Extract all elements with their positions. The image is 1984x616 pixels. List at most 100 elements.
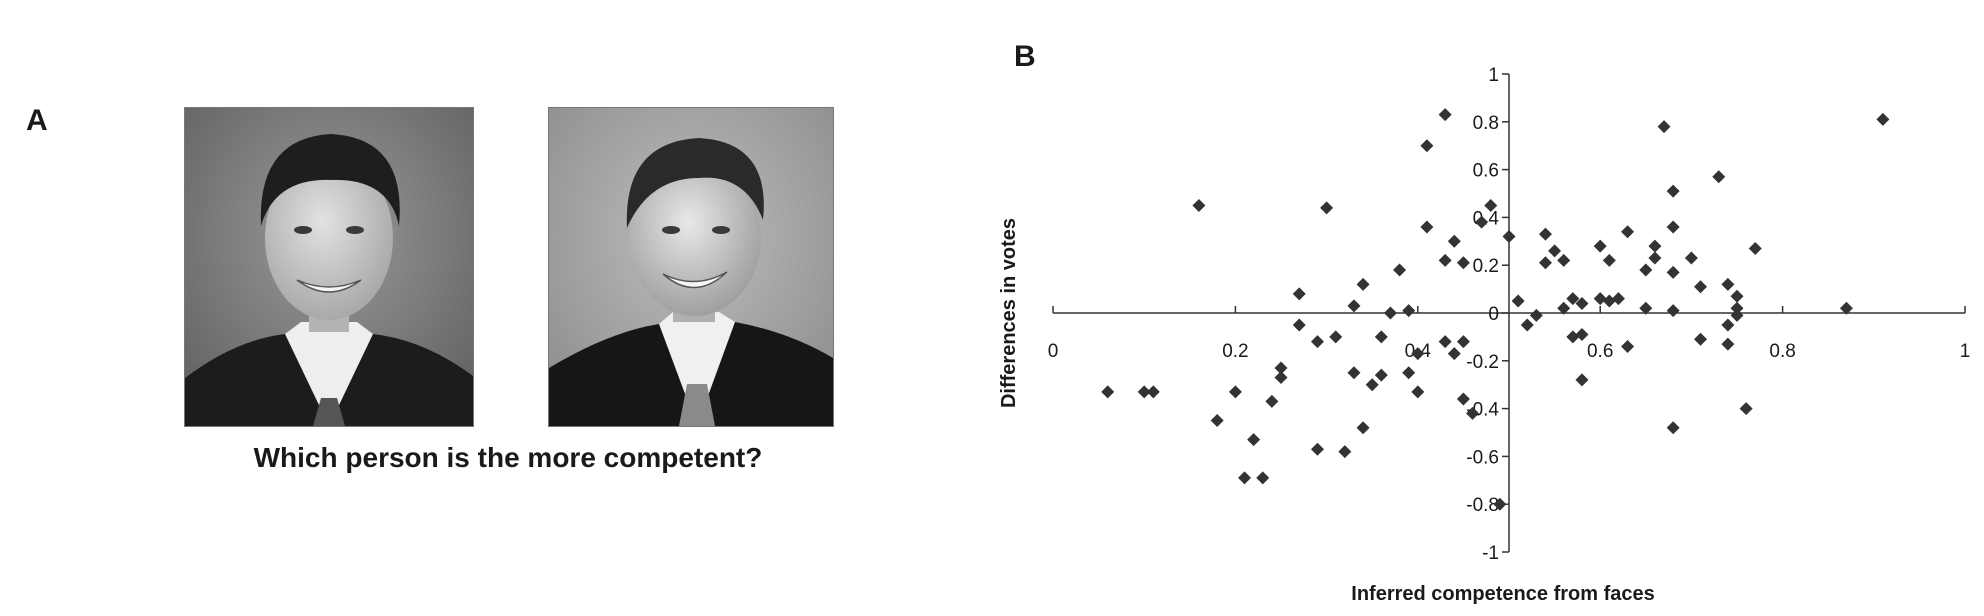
data-point (1529, 308, 1543, 322)
data-point (1310, 335, 1324, 349)
data-point (1347, 366, 1361, 380)
data-point (1310, 442, 1324, 456)
data-point (1639, 263, 1653, 277)
data-point (1493, 497, 1507, 511)
data-point (1520, 318, 1534, 332)
data-point (1365, 378, 1379, 392)
data-point (1839, 301, 1853, 315)
scatter-chart: 00.20.40.60.8110.80.60.40.20-0.2-0.4-0.6… (998, 65, 1971, 605)
data-point (1265, 394, 1279, 408)
data-point (1575, 373, 1589, 387)
data-point (1456, 335, 1470, 349)
data-point (1730, 308, 1744, 322)
data-point (1447, 347, 1461, 361)
data-point (1666, 184, 1680, 198)
data-point (1657, 120, 1671, 134)
data-point (1475, 215, 1489, 229)
data-point (1593, 239, 1607, 253)
data-point (1621, 225, 1635, 239)
data-point (1411, 385, 1425, 399)
data-point (1511, 294, 1525, 308)
data-point (1447, 234, 1461, 248)
data-point (1256, 471, 1270, 485)
data-point (1712, 170, 1726, 184)
data-point (1274, 371, 1288, 385)
data-point (1557, 301, 1571, 315)
x-axis-label: Inferred competence from faces (1351, 583, 1654, 605)
data-point (1548, 244, 1562, 258)
panel-b-label: B (1014, 40, 1036, 73)
data-point (1721, 318, 1735, 332)
y-tick-label: 0.4 (1473, 208, 1500, 229)
data-point (1329, 330, 1343, 344)
data-point (1438, 253, 1452, 267)
x-tick-label: 0.8 (1769, 341, 1795, 362)
data-point (1730, 289, 1744, 303)
data-point (1374, 368, 1388, 382)
data-point (1247, 433, 1261, 447)
data-point (1575, 296, 1589, 310)
y-tick-label: 0.2 (1473, 256, 1499, 277)
y-tick-label: -0.8 (1466, 495, 1499, 516)
data-point (1575, 328, 1589, 342)
data-point (1639, 301, 1653, 315)
data-point (1402, 304, 1416, 318)
data-point (1338, 445, 1352, 459)
data-point (1356, 421, 1370, 435)
data-point (1721, 337, 1735, 351)
data-point (1538, 227, 1552, 241)
data-point (1146, 385, 1160, 399)
data-point (1602, 294, 1616, 308)
x-tick-label: 0 (1048, 341, 1059, 362)
data-point (1566, 292, 1580, 306)
y-tick-label: 0 (1488, 304, 1499, 325)
data-point (1602, 253, 1616, 267)
y-tick-label: -0.6 (1466, 447, 1499, 468)
data-point (1666, 304, 1680, 318)
data-point (1721, 277, 1735, 291)
data-point (1502, 230, 1516, 244)
data-point (1228, 385, 1242, 399)
data-point (1411, 347, 1425, 361)
data-point (1694, 332, 1708, 346)
data-point (1566, 330, 1580, 344)
data-point (1456, 256, 1470, 270)
y-tick-label: 1 (1488, 65, 1499, 86)
data-point (1402, 366, 1416, 380)
data-point (1621, 339, 1635, 353)
data-point (1420, 220, 1434, 234)
data-point (1538, 256, 1552, 270)
data-point (1192, 198, 1206, 212)
axes (1052, 73, 1966, 553)
data-point (1292, 318, 1306, 332)
data-point (1438, 335, 1452, 349)
data-point (1210, 414, 1224, 428)
y-tick-label: -0.2 (1466, 352, 1499, 373)
data-point (1593, 292, 1607, 306)
candidate-left-photo (184, 107, 474, 427)
data-point (1292, 287, 1306, 301)
data-point (1648, 251, 1662, 265)
data-point (1876, 112, 1890, 126)
data-point (1393, 263, 1407, 277)
x-tick-label: 0.6 (1587, 341, 1613, 362)
competence-question: Which person is the more competent? (253, 442, 763, 473)
tick-labels: 00.20.40.60.8110.80.60.40.20-0.2-0.4-0.6… (1048, 65, 1971, 564)
data-point (1320, 201, 1334, 215)
data-point (1484, 198, 1498, 212)
data-point (1137, 385, 1151, 399)
data-point (1611, 292, 1625, 306)
data-point (1648, 239, 1662, 253)
x-tick-label: 0.2 (1222, 341, 1248, 362)
y-tick-label: -1 (1482, 543, 1499, 564)
data-point (1557, 253, 1571, 267)
panel-a-label: A (26, 104, 48, 137)
data-point (1274, 361, 1288, 375)
data-point (1420, 139, 1434, 153)
data-point (1730, 301, 1744, 315)
y-tick-label: 0.8 (1473, 113, 1499, 134)
data-point (1666, 220, 1680, 234)
data-point (1356, 277, 1370, 291)
candidate-right-photo (548, 107, 834, 427)
data-point (1739, 402, 1753, 416)
